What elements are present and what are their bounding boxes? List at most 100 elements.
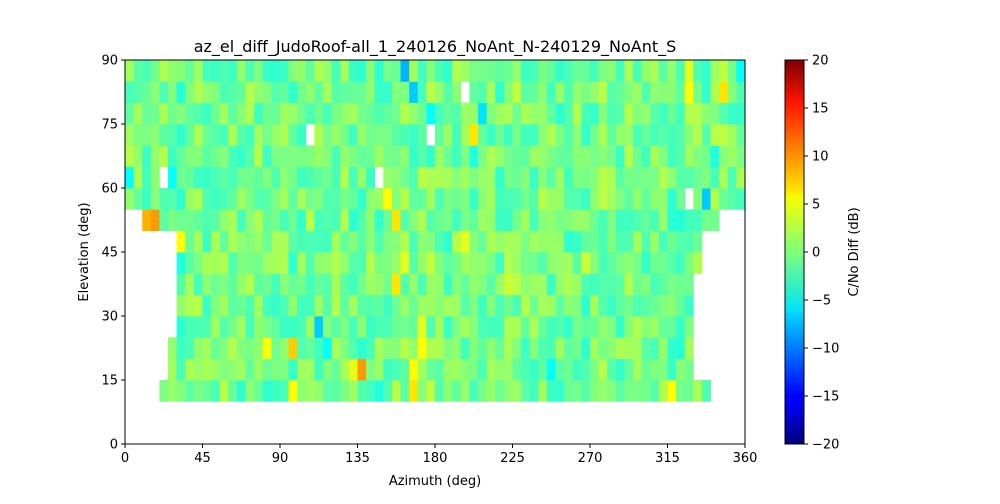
heatmap-cell xyxy=(693,124,703,146)
heatmap-cell xyxy=(159,60,169,82)
heatmap-cell xyxy=(658,252,668,274)
heatmap-cell xyxy=(667,124,677,146)
heatmap-cell xyxy=(314,230,324,253)
heatmap-cell xyxy=(615,230,625,253)
heatmap-cell xyxy=(435,380,445,402)
heatmap-cell xyxy=(176,166,186,189)
heatmap-cell xyxy=(529,294,539,317)
heatmap-cell xyxy=(366,209,376,232)
heatmap-cell xyxy=(357,60,367,82)
heatmap-cell xyxy=(503,188,513,210)
heatmap-cell xyxy=(564,188,574,210)
heatmap-cell xyxy=(478,316,488,338)
heatmap-cell xyxy=(667,230,677,253)
heatmap-cell xyxy=(564,294,574,317)
heatmap-cell xyxy=(650,358,660,381)
heatmap-cell xyxy=(280,145,290,168)
heatmap-cell xyxy=(305,358,315,381)
heatmap-cell xyxy=(478,60,488,82)
heatmap-cell xyxy=(667,102,677,125)
heatmap-cells xyxy=(125,60,746,402)
heatmap-cell xyxy=(435,252,445,274)
heatmap-cell xyxy=(736,188,746,210)
heatmap-cell xyxy=(185,273,195,296)
heatmap-cell xyxy=(581,124,591,146)
heatmap-cell xyxy=(357,188,367,210)
heatmap-cell xyxy=(150,60,160,82)
heatmap-cell xyxy=(400,380,410,402)
heatmap-cell xyxy=(168,380,178,402)
heatmap-cell xyxy=(607,60,617,82)
heatmap-cell xyxy=(409,273,419,296)
heatmap-cell xyxy=(409,102,419,125)
heatmap-cell xyxy=(150,145,160,168)
heatmap-cell xyxy=(598,166,608,189)
heatmap-cell xyxy=(331,209,341,232)
heatmap-cell xyxy=(236,337,246,360)
heatmap-cell xyxy=(262,273,272,296)
heatmap-cell xyxy=(383,166,393,189)
heatmap-cell xyxy=(228,358,238,381)
heatmap-cell xyxy=(400,209,410,232)
heatmap-cell xyxy=(512,294,522,317)
y-tick-label: 45 xyxy=(101,246,118,261)
heatmap-cell xyxy=(564,60,574,82)
heatmap-cell xyxy=(391,380,401,402)
heatmap-cell xyxy=(374,380,384,402)
heatmap-cell xyxy=(193,145,203,168)
heatmap-cell xyxy=(125,166,135,189)
heatmap-cell xyxy=(409,81,419,104)
heatmap-cell xyxy=(193,81,203,104)
heatmap-cell xyxy=(521,209,531,232)
heatmap-cell xyxy=(228,81,238,104)
heatmap-cell xyxy=(572,273,582,296)
heatmap-cell xyxy=(391,337,401,360)
heatmap-cell xyxy=(176,230,186,253)
heatmap-cell xyxy=(667,316,677,338)
heatmap-cell xyxy=(211,358,221,381)
heatmap-cell xyxy=(658,358,668,381)
heatmap-cell xyxy=(581,145,591,168)
heatmap-cell xyxy=(538,188,548,210)
heatmap-cell xyxy=(641,166,651,189)
heatmap-cell xyxy=(193,60,203,82)
heatmap-cell xyxy=(297,145,307,168)
heatmap-cell xyxy=(435,316,445,338)
heatmap-cell xyxy=(512,209,522,232)
heatmap-cell xyxy=(340,102,350,125)
heatmap-cell xyxy=(159,209,169,232)
heatmap-cell xyxy=(469,102,479,125)
heatmap-cell xyxy=(193,316,203,338)
heatmap-cell xyxy=(529,337,539,360)
heatmap-cell xyxy=(693,209,703,232)
heatmap-cell xyxy=(581,230,591,253)
heatmap-cell xyxy=(417,316,427,338)
heatmap-cell xyxy=(219,294,229,317)
heatmap-cell xyxy=(727,188,737,210)
heatmap-cell xyxy=(391,316,401,338)
heatmap-cell xyxy=(701,188,711,210)
heatmap-cell xyxy=(297,188,307,210)
heatmap-cell xyxy=(125,145,135,168)
heatmap-cell xyxy=(624,294,634,317)
heatmap-cell xyxy=(693,145,703,168)
heatmap-cell xyxy=(133,60,143,82)
heatmap-cell xyxy=(572,209,582,232)
heatmap-cell xyxy=(650,209,660,232)
heatmap-cell xyxy=(168,81,178,104)
heatmap-cell xyxy=(357,81,367,104)
heatmap-cell xyxy=(727,60,737,82)
heatmap-cell xyxy=(133,124,143,146)
heatmap-cell xyxy=(202,188,212,210)
heatmap-cell xyxy=(176,273,186,296)
heatmap-cell xyxy=(486,252,496,274)
heatmap-cell xyxy=(590,124,600,146)
heatmap-cell xyxy=(590,188,600,210)
heatmap-cell xyxy=(529,273,539,296)
heatmap-cell xyxy=(271,60,281,82)
heatmap-cell xyxy=(417,166,427,189)
heatmap-cell xyxy=(495,294,505,317)
heatmap-cell xyxy=(460,209,470,232)
heatmap-cell xyxy=(383,273,393,296)
heatmap-cell xyxy=(633,230,643,253)
